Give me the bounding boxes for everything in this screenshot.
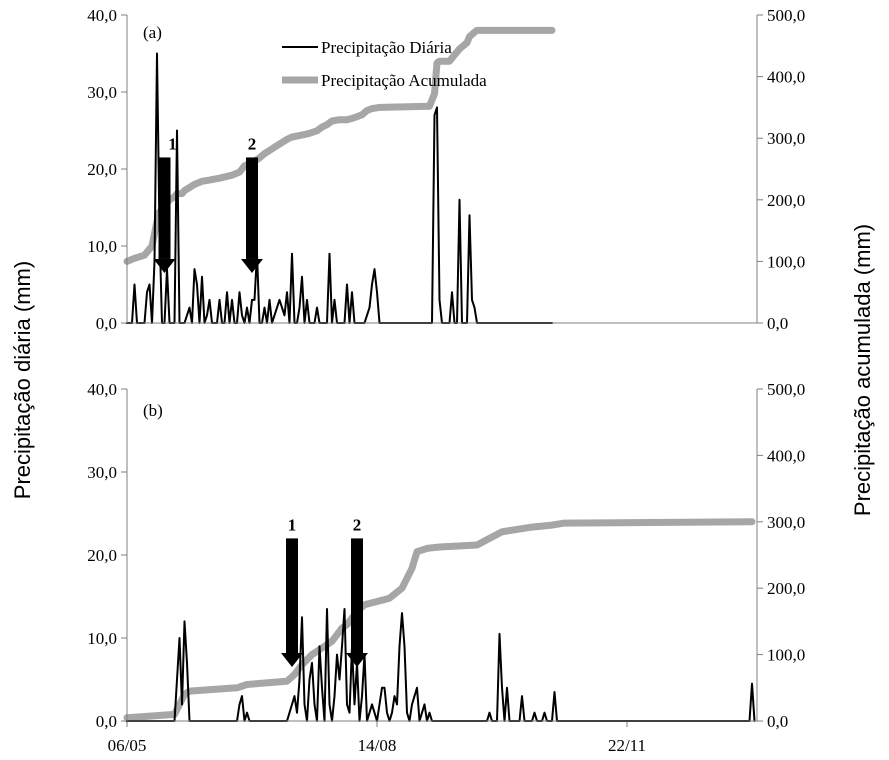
axes [126,15,758,324]
panel-label: (a) [143,23,162,42]
panel-label: (b) [143,401,163,420]
right-tick-label: 100,0 [767,646,805,665]
x-tick-label: 06/05 [108,736,147,755]
left-tick-label: 20,0 [87,546,117,565]
left-tick-label: 0,0 [96,314,117,333]
arrow-head [241,258,263,273]
arrow-head [281,653,303,668]
right-tick-label: 300,0 [767,513,805,532]
x-tick-label: 22/11 [608,736,646,755]
left-axis-label: Precipitação diária (mm) [10,261,35,499]
daily-series [126,52,553,324]
left-tick-label: 0,0 [96,712,117,731]
right-y-ticks: 0,0 100,0 200,0 300,0 400,0 500,0 [757,380,805,731]
arrow-label: 1 [168,134,177,153]
arrow-head [153,258,176,273]
x-ticks: 06/05 14/08 22/11 [108,721,646,755]
right-tick-label: 0,0 [767,314,788,333]
right-tick-label: 300,0 [767,129,805,148]
right-tick-label: 400,0 [767,446,805,465]
arrow-label: 1 [288,515,297,534]
left-tick-label: 40,0 [87,6,117,25]
left-y-ticks: 0,0 10,0 20,0 30,0 40,0 [87,6,127,333]
right-tick-label: 200,0 [767,191,805,210]
arrow-shaft [246,157,258,259]
right-axis-label: Precipitação acumulada (mm) [850,224,875,516]
right-tick-label: 100,0 [767,252,805,271]
daily-series [126,608,756,722]
arrow-shaft [158,157,171,259]
right-tick-label: 500,0 [767,380,805,399]
accumulated-series [123,518,756,722]
panel-b: 0,0 10,0 20,0 30,0 40,0 0,0 100,0 200,0 300,0 40… [87,380,805,755]
accumulated-series [123,26,556,265]
x-tick-label: 14/08 [358,736,397,755]
accumulated-line [123,518,756,722]
legend: Precipitação Diária Precipitação Acumula… [282,38,487,90]
arrow-head [346,653,368,668]
daily-line [126,52,553,324]
accumulated-line [123,26,556,265]
left-y-ticks: 0,0 10,0 20,0 30,0 40,0 [87,380,127,731]
left-tick-label: 30,0 [87,463,117,482]
right-y-ticks: 0,0 100,0 200,0 300,0 400,0 500,0 [757,6,805,333]
arrow-label: 2 [248,134,257,153]
axes [126,389,758,722]
left-tick-label: 30,0 [87,83,117,102]
left-tick-label: 40,0 [87,380,117,399]
legend-label-daily: Precipitação Diária [321,38,452,57]
right-tick-label: 0,0 [767,712,788,731]
right-tick-label: 400,0 [767,68,805,87]
left-tick-label: 20,0 [87,160,117,179]
arrow-shaft [351,538,363,654]
panel-a: 0,0 10,0 20,0 30,0 40,0 0,0 100,0 200,0 300,0 40… [87,6,805,333]
left-tick-label: 10,0 [87,237,117,256]
left-tick-label: 10,0 [87,629,117,648]
right-tick-label: 500,0 [767,6,805,25]
arrow-label: 2 [353,515,362,534]
right-tick-label: 200,0 [767,579,805,598]
legend-label-accumulated: Precipitação Acumulada [321,71,487,90]
arrow-shaft [286,538,298,654]
daily-line [126,608,756,722]
